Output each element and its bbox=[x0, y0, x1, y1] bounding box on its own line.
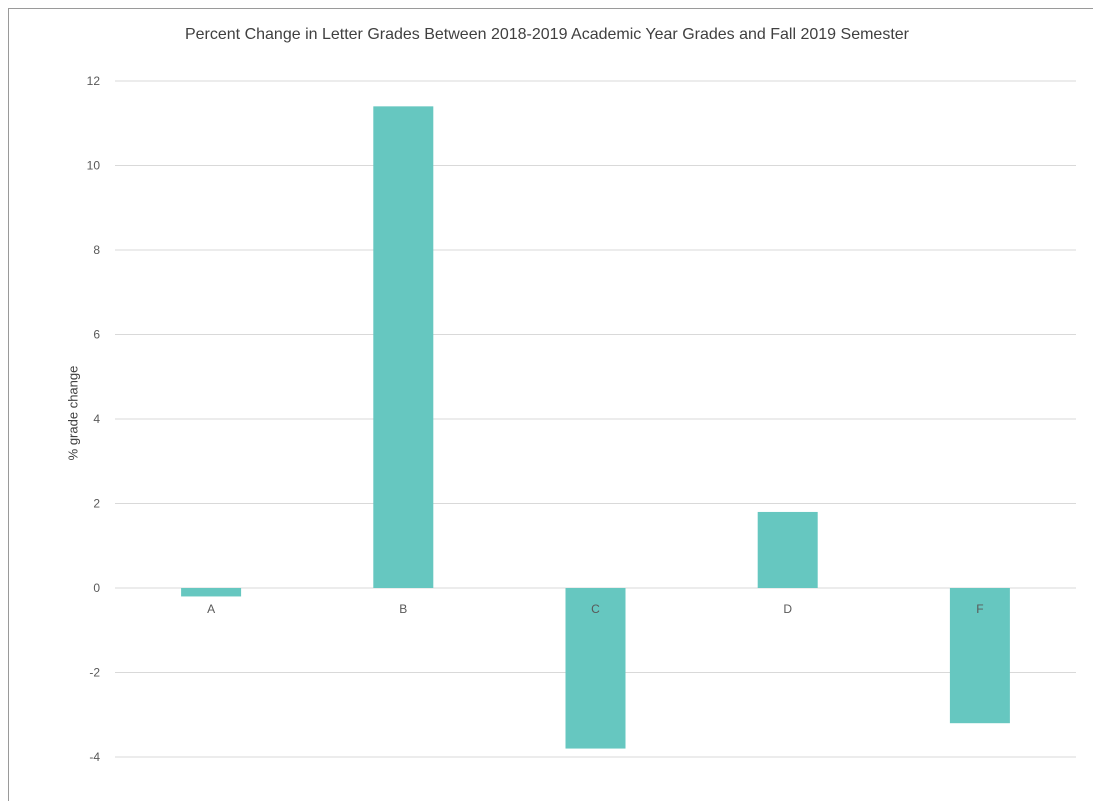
category-label-f: F bbox=[976, 602, 983, 616]
chart-frame bbox=[8, 8, 1093, 801]
bar-d bbox=[757, 511, 818, 588]
category-label-c: C bbox=[591, 602, 600, 616]
y-tick-label: 2 bbox=[93, 497, 100, 511]
category-label-a: A bbox=[207, 602, 215, 616]
y-tick-label: 10 bbox=[87, 159, 101, 173]
y-tick-label: 12 bbox=[87, 74, 101, 88]
y-tick-label: -4 bbox=[89, 750, 100, 764]
bars bbox=[181, 106, 1010, 749]
bar-f bbox=[949, 588, 1010, 724]
y-tick-labels: 12 10 8 6 4 2 0 -2 -4 bbox=[87, 74, 101, 764]
bar-a bbox=[181, 588, 242, 597]
category-label-d: D bbox=[783, 602, 792, 616]
y-tick-label: -2 bbox=[89, 666, 100, 680]
y-tick-label: 0 bbox=[93, 581, 100, 595]
chart-title: Percent Change in Letter Grades Between … bbox=[184, 26, 909, 43]
y-tick-label: 4 bbox=[93, 412, 100, 426]
y-tick-label: 8 bbox=[93, 243, 100, 257]
bar-c bbox=[565, 588, 626, 749]
y-tick-label: 6 bbox=[93, 328, 100, 342]
bar-b bbox=[373, 106, 434, 588]
category-label-b: B bbox=[399, 602, 407, 616]
